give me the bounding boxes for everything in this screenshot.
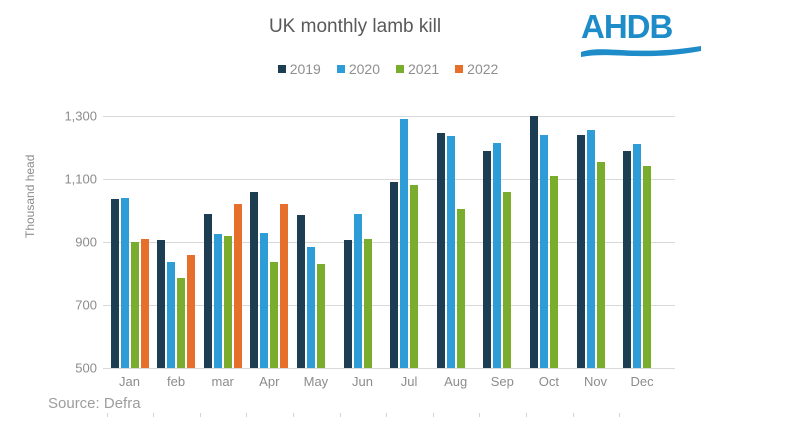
x-tick-label-mar: mar bbox=[211, 374, 234, 389]
bar-2021-jun bbox=[364, 239, 372, 368]
gridline-500 bbox=[103, 368, 675, 369]
bar-2020-feb bbox=[167, 262, 175, 368]
boundary-tick bbox=[340, 413, 341, 417]
bar-2019-may bbox=[297, 215, 305, 368]
x-tick-label-dec: Dec bbox=[630, 374, 654, 389]
bar-2021-sep bbox=[503, 192, 511, 368]
boundary-tick bbox=[200, 413, 201, 417]
x-tick-label-apr: Apr bbox=[259, 374, 280, 389]
legend-label-2022: 2022 bbox=[467, 61, 499, 77]
chart-legend: 2019 2020 2021 2022 bbox=[28, 61, 748, 77]
bar-2021-may bbox=[317, 264, 325, 368]
bar-2021-nov bbox=[597, 162, 605, 368]
x-tick-label-feb: feb bbox=[167, 374, 186, 389]
x-tick-label-jun: Jun bbox=[352, 374, 373, 389]
ahdb-logo-text: AHDB bbox=[581, 8, 673, 45]
legend-label-2021: 2021 bbox=[408, 61, 440, 77]
bar-2020-may bbox=[307, 247, 315, 368]
y-tick-label-500: 500 bbox=[75, 360, 97, 376]
ahdb-wave-icon bbox=[581, 46, 701, 57]
boundary-tick bbox=[107, 413, 108, 417]
bar-2019-oct bbox=[530, 116, 538, 368]
bar-2020-jan bbox=[121, 198, 129, 368]
x-tick-label-jul: Jul bbox=[400, 374, 418, 389]
bar-2021-dec bbox=[643, 166, 651, 368]
legend-item-2019: 2019 bbox=[277, 61, 321, 77]
bar-2021-feb bbox=[177, 278, 185, 368]
bar-2022-mar bbox=[234, 204, 242, 368]
bar-2019-jul bbox=[390, 182, 398, 368]
bar-2020-jul bbox=[400, 119, 408, 368]
x-tick-label-nov: Nov bbox=[583, 374, 608, 389]
chart-title: UK monthly lamb kill bbox=[268, 16, 442, 37]
legend-swatch-2022 bbox=[455, 65, 464, 73]
legend-swatch-2020 bbox=[336, 65, 345, 73]
bar-2021-jul bbox=[410, 185, 418, 368]
bar-2019-aug bbox=[437, 133, 445, 368]
bar-2020-mar bbox=[214, 234, 222, 368]
bar-2019-apr bbox=[250, 192, 258, 368]
boundary-tick bbox=[246, 413, 247, 417]
y-tick-label-1100: 1,100 bbox=[64, 171, 97, 187]
bar-2020-sep bbox=[493, 143, 501, 368]
gridline-700 bbox=[103, 305, 675, 306]
bar-2020-apr bbox=[260, 233, 268, 368]
boundary-tick bbox=[573, 413, 574, 417]
y-tick-label-700: 700 bbox=[75, 297, 97, 313]
bar-2020-oct bbox=[540, 135, 548, 368]
y-tick-label-1300: 1,300 bbox=[64, 108, 97, 124]
boundary-tick bbox=[153, 413, 154, 417]
x-tick-label-jan: Jan bbox=[119, 374, 140, 389]
bar-2019-jun bbox=[344, 240, 352, 368]
source-note: Source: Defra bbox=[48, 395, 141, 412]
gridline-1100 bbox=[103, 179, 675, 180]
bar-2022-jan bbox=[141, 239, 149, 368]
legend-label-2020: 2020 bbox=[348, 61, 380, 77]
bar-2020-nov bbox=[587, 130, 595, 368]
bar-2019-sep bbox=[483, 151, 491, 368]
x-tick-label-aug: Aug bbox=[444, 374, 468, 389]
bar-2019-feb bbox=[157, 240, 165, 368]
bar-2019-nov bbox=[577, 135, 585, 368]
bar-2022-feb bbox=[187, 255, 195, 368]
bar-2021-aug bbox=[457, 209, 465, 368]
bar-2021-apr bbox=[270, 262, 278, 368]
bar-2019-dec bbox=[623, 151, 631, 368]
boundary-tick bbox=[386, 413, 387, 417]
bar-2020-aug bbox=[447, 136, 455, 368]
legend-item-2022: 2022 bbox=[455, 61, 498, 77]
ahdb-logo: AHDB bbox=[581, 10, 701, 60]
bar-2021-jan bbox=[131, 242, 139, 368]
plot-area bbox=[103, 116, 675, 369]
gridline-1300 bbox=[103, 116, 675, 117]
legend-item-2021: 2021 bbox=[396, 61, 439, 77]
legend-item-2020: 2020 bbox=[336, 61, 380, 77]
x-tick-label-sep: Sep bbox=[490, 374, 514, 389]
y-axis-title: Thousand head bbox=[23, 154, 37, 238]
x-tick-label-oct: Oct bbox=[538, 374, 559, 389]
legend-swatch-2021 bbox=[396, 65, 404, 73]
bar-2022-apr bbox=[280, 204, 288, 368]
legend-swatch-2019 bbox=[277, 65, 286, 73]
x-tick-label-may: May bbox=[303, 374, 329, 389]
legend-label-2019: 2019 bbox=[289, 61, 321, 77]
boundary-tick bbox=[433, 413, 434, 417]
gridline-900 bbox=[103, 242, 675, 243]
boundary-tick bbox=[479, 413, 480, 417]
bar-2020-dec bbox=[633, 144, 641, 368]
boundary-tick bbox=[293, 413, 294, 417]
y-tick-label-900: 900 bbox=[75, 234, 97, 250]
bar-2019-jan bbox=[111, 199, 119, 368]
bar-2021-oct bbox=[550, 176, 558, 368]
bar-2020-jun bbox=[354, 214, 362, 368]
boundary-tick bbox=[526, 413, 527, 417]
bar-2021-mar bbox=[224, 236, 232, 368]
boundary-tick bbox=[619, 413, 620, 417]
bar-2019-mar bbox=[204, 214, 212, 368]
